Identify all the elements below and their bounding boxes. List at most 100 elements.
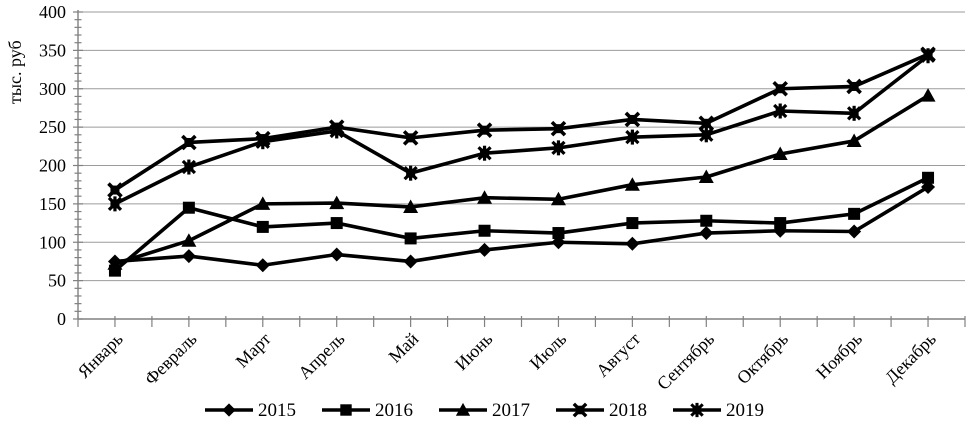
diamond-marker [222, 403, 236, 417]
star-square-marker [406, 168, 416, 178]
x-tick-label: Февраль [141, 329, 201, 389]
legend-label: 2016 [375, 399, 413, 421]
square-marker [330, 217, 343, 230]
legend-swatch-square [322, 404, 370, 416]
triangle-marker [624, 177, 640, 191]
y-tick-label: 50 [48, 271, 66, 291]
square-marker [552, 227, 565, 240]
diamond-marker [403, 254, 418, 269]
y-tick-label: 400 [39, 2, 66, 22]
series-line-2017 [113, 93, 930, 266]
y-axis-title: тыс. руб [5, 40, 25, 104]
series-markers-2019 [107, 48, 936, 212]
triangle-marker [846, 133, 862, 147]
square-marker [922, 171, 935, 184]
legend-label: 2015 [258, 399, 296, 421]
y-tick-label: 100 [39, 232, 66, 252]
square-marker [182, 201, 195, 214]
x-square-marker [775, 84, 785, 94]
triangle-marker [329, 195, 345, 210]
axes-layer [73, 10, 966, 327]
diamond-marker [625, 236, 640, 251]
star-square-marker [627, 132, 637, 142]
x-tick-label: Март [232, 329, 275, 372]
x-square-marker [553, 124, 563, 134]
star-square-marker [692, 405, 702, 415]
diamond-marker [699, 226, 714, 241]
legend: 2015 2016 2017 2018 2019 [0, 395, 969, 425]
square-marker [478, 224, 491, 237]
y-tick-label: 250 [39, 117, 66, 137]
star-square-marker [701, 130, 711, 140]
x-square-marker [184, 137, 194, 147]
series-line-2019 [113, 53, 930, 206]
y-tick-label: 350 [39, 40, 66, 60]
y-tick-label: 0 [57, 309, 66, 329]
triangle-marker [477, 190, 493, 204]
series-markers-2017 [107, 88, 936, 270]
legend-label: 2017 [492, 399, 530, 421]
star-square-marker [332, 126, 342, 136]
triangle-marker [550, 191, 566, 206]
diamond-marker [329, 247, 344, 262]
star-square-marker [553, 143, 563, 153]
star-square-marker [923, 51, 933, 61]
triangle-marker [403, 199, 419, 213]
series-markers-2018 [107, 46, 936, 198]
diamond-marker [181, 249, 196, 264]
legend-swatch-star [673, 402, 721, 418]
x-tick-label: Апрель [294, 329, 348, 383]
star-square-marker [110, 199, 120, 209]
diamond-marker [847, 224, 862, 239]
x-square-marker [110, 185, 120, 195]
triangle-marker [107, 256, 123, 270]
square-marker [256, 220, 269, 233]
triangle-marker [772, 146, 788, 160]
y-tick-label: 200 [39, 156, 66, 176]
x-square-marker [627, 114, 637, 124]
triangle-marker [920, 88, 936, 102]
triangle-marker [698, 169, 714, 184]
square-marker [848, 207, 861, 220]
legend-label: 2019 [726, 399, 764, 421]
legend-item-2015: 2015 [205, 400, 296, 420]
square-marker [774, 217, 787, 230]
series-line-2015 [113, 185, 930, 268]
triangle-marker [255, 196, 271, 210]
x-tick-label: Октябрь [733, 329, 792, 388]
star-square-marker [480, 148, 490, 158]
y-tick-label: 150 [39, 194, 66, 214]
legend-item-2017: 2017 [439, 400, 530, 420]
legend-item-2019: 2019 [673, 400, 764, 420]
star-square-marker [849, 108, 859, 118]
series-line-2016 [113, 175, 930, 273]
legend-swatch-x-square [556, 402, 604, 418]
series-line-2018 [113, 52, 930, 192]
x-tick-label: Сентябрь [653, 329, 718, 394]
star-square-marker [184, 162, 194, 172]
series-markers-2015 [107, 179, 936, 273]
triangle-marker [181, 233, 197, 247]
legend-swatch-diamond [205, 403, 253, 417]
x-tick-label: Май [385, 328, 423, 366]
square-marker [626, 217, 639, 230]
x-square-marker [575, 405, 585, 415]
star-square-marker [775, 106, 785, 116]
square-marker [404, 232, 417, 245]
legend-item-2018: 2018 [556, 400, 647, 420]
x-square-marker [849, 81, 859, 91]
x-tick-label: Январь [74, 329, 127, 382]
diamond-marker [255, 258, 270, 273]
x-tick-label: Ноябрь [812, 329, 866, 383]
x-tick-label: Июль [526, 329, 571, 374]
x-tick-label: Декабрь [881, 329, 940, 388]
legend-swatch-triangle [439, 402, 487, 416]
legend-label: 2018 [609, 399, 647, 421]
series-layer [107, 46, 936, 277]
diamond-marker [477, 242, 492, 257]
x-tick-label: Июнь [451, 329, 496, 374]
legend-item-2016: 2016 [322, 400, 413, 420]
star-square-marker [258, 137, 268, 147]
